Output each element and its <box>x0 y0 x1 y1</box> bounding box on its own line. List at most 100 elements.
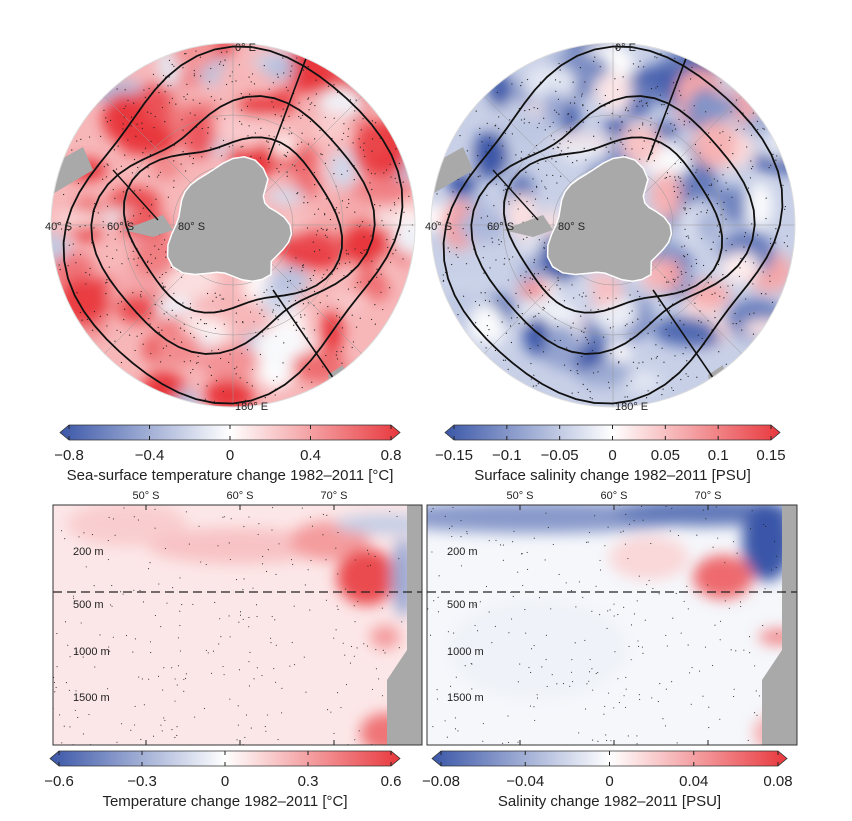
anomaly-patch <box>115 293 159 324</box>
x-tick-label: 70° S <box>320 490 347 502</box>
colorbar-tick-label: 0.4 <box>300 447 321 464</box>
anomaly-patch <box>650 171 682 219</box>
label-0E: 0° E <box>235 42 256 54</box>
seafloor-land <box>762 505 797 745</box>
depth-label: 1500 m <box>447 692 484 704</box>
anomaly-patch <box>458 210 508 243</box>
anomaly-patch <box>314 110 350 141</box>
anomaly-patch <box>558 141 607 164</box>
anomaly-patch <box>745 182 774 229</box>
label-0E: 0° E <box>615 42 636 54</box>
significance-stippling <box>427 505 778 745</box>
anomaly-patch <box>370 625 401 649</box>
colorbar-title: Surface salinity change 1982–2011 [PSU] <box>474 467 751 484</box>
anomaly-patch <box>471 130 510 179</box>
label-40S: 40° S <box>425 221 452 233</box>
x-tick-label: 50° S <box>132 490 159 502</box>
colorbar-tick-label: −0.15 <box>435 447 473 464</box>
colorbar: −0.8 −0.4 0 0.4 0.8 Sea-surface temperature c… <box>54 424 402 484</box>
depth-label: 1500 m <box>73 692 110 704</box>
anomaly-patch <box>83 585 244 665</box>
anomaly-patch <box>270 133 297 158</box>
depth-label: 500 m <box>73 599 104 611</box>
colorbar-tick-label: 0.04 <box>679 773 708 790</box>
anomaly-patch <box>742 319 789 337</box>
colorbar-title: Temperature change 1982–2011 [°C] <box>102 793 347 810</box>
anomaly-patch <box>595 71 633 112</box>
anomaly-patch <box>651 121 680 139</box>
anomaly-patch <box>335 514 422 535</box>
anomaly-patch <box>328 150 358 189</box>
anomaly-patch <box>264 56 295 80</box>
label-80S: 80° S <box>558 221 585 233</box>
anomaly-patch <box>102 92 148 144</box>
section-frame <box>52 504 423 746</box>
label-80S: 80° S <box>178 221 205 233</box>
anomaly-field <box>427 505 797 745</box>
temperature-section <box>53 505 422 745</box>
anomaly-patch <box>392 222 415 255</box>
anomaly-patch <box>339 220 388 268</box>
label-60S: 60° S <box>107 221 134 233</box>
anomaly-patch <box>696 209 723 243</box>
colorbar: −0.08 −0.04 0 0.04 0.08 Salinity change 1982–… <box>422 750 793 810</box>
colorbar-tick-label: −0.8 <box>54 447 84 464</box>
anomaly-patch <box>57 277 110 326</box>
colorbar-tick-label: −0.6 <box>44 773 74 790</box>
anomaly-patch <box>291 350 348 383</box>
label-40S: 40° S <box>45 221 72 233</box>
anomaly-patch <box>542 90 566 127</box>
depth-label: 200 m <box>73 546 104 558</box>
front-contour <box>470 95 756 355</box>
x-tick-label: 60° S <box>600 490 627 502</box>
map-outline <box>430 42 796 408</box>
depth-label: 1000 m <box>447 646 484 658</box>
anomaly-patch <box>176 71 201 89</box>
colorbar-tick-label: 0.6 <box>381 773 402 790</box>
colorbar: −0.15 −0.1 −0.05 0 0.05 0.1 0.15 Surface salini… <box>435 424 786 484</box>
anomaly-patch <box>51 233 70 262</box>
front-contour <box>503 136 723 314</box>
label-180E: 180° E <box>615 401 648 413</box>
anomaly-patch <box>753 153 795 173</box>
colorbar-tick-label: 0.05 <box>651 447 680 464</box>
antarctic-peninsula <box>503 215 553 237</box>
colorbar-tick-label: −0.4 <box>135 447 165 464</box>
section-frame <box>426 504 798 746</box>
colorbar-tick-label: −0.04 <box>506 773 544 790</box>
section-line <box>267 52 309 161</box>
colorbar-tick-label: −0.08 <box>422 773 460 790</box>
colorbar-tick-label: 0 <box>605 773 613 790</box>
salinity-section <box>427 505 797 745</box>
anomaly-patch <box>448 599 628 699</box>
south-america-landmass <box>431 147 473 195</box>
colorbar-tick-label: 0.08 <box>763 773 792 790</box>
colorbar-tick-label: 0 <box>221 773 229 790</box>
anomaly-patch <box>150 155 182 180</box>
colorbar-tick-label: 0.8 <box>381 447 402 464</box>
anomaly-patch <box>131 235 178 280</box>
anomaly-patch <box>603 118 629 135</box>
antarctica-landmass <box>546 156 673 283</box>
colorbar-tick-label: 0.3 <box>298 773 319 790</box>
map-outline <box>50 42 416 408</box>
front-contour <box>123 136 343 314</box>
anomaly-patch <box>147 527 328 564</box>
anomaly-patch <box>457 339 501 363</box>
colorbar-tick-label: 0.15 <box>756 447 785 464</box>
label-180E: 180° E <box>235 401 268 413</box>
depth-label: 200 m <box>447 546 478 558</box>
section-line <box>272 289 339 386</box>
seafloor-land <box>387 505 422 745</box>
anomaly-patch <box>283 247 347 270</box>
colorbar-tick-label: −0.05 <box>541 447 579 464</box>
anomaly-patch <box>766 126 790 161</box>
colorbar-tick-label: 0.1 <box>708 447 729 464</box>
colorbar-tick-label: 0 <box>608 447 616 464</box>
significance-stippling <box>436 44 789 400</box>
anomaly-patch <box>693 555 753 599</box>
front-contour <box>62 45 404 405</box>
depth-label: 500 m <box>447 599 478 611</box>
colorbar-tick-label: −0.1 <box>492 447 522 464</box>
